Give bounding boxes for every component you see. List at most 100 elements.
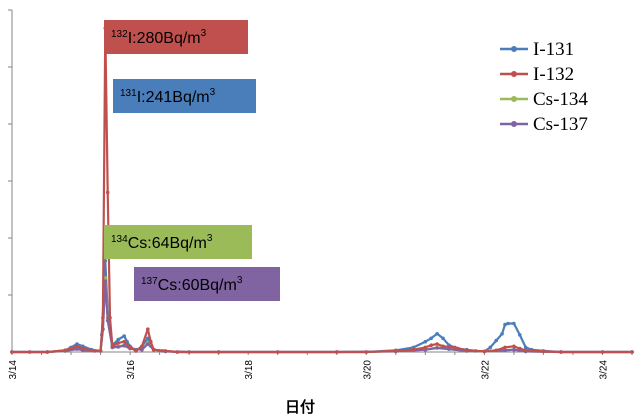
series-layer — [10, 26, 634, 354]
data-point — [482, 349, 487, 354]
legend: I-131 I-132 Cs-134 Cs-137 — [500, 39, 588, 135]
data-point — [128, 345, 132, 350]
annotation-isotope-mass: 137 — [141, 276, 158, 287]
data-point — [45, 350, 50, 354]
data-point — [494, 348, 499, 353]
legend-swatch-marker — [511, 96, 517, 102]
annotation-layer: 132I:280Bq/m3131I:241Bq/m3134Cs:64Bq/m31… — [104, 20, 280, 301]
legend-label: Cs-134 — [533, 89, 588, 110]
data-point — [503, 345, 507, 350]
annotation-isotope-mass: 132 — [111, 29, 128, 40]
annotation-value: I:241Bq/m — [137, 89, 210, 106]
data-point — [435, 346, 439, 350]
annotation-value: Cs:60Bq/m — [158, 277, 237, 294]
data-point — [134, 349, 138, 353]
data-point — [216, 350, 221, 354]
annotation-label: 134Cs:64Bq/m3 — [111, 233, 213, 252]
data-point — [101, 316, 105, 320]
data-point — [559, 350, 563, 354]
data-point — [275, 350, 280, 354]
data-point — [523, 345, 528, 350]
data-point — [10, 350, 14, 354]
data-point — [394, 349, 398, 353]
data-point — [175, 350, 180, 354]
data-point — [146, 342, 150, 346]
annotation-isotope-mass: 134 — [111, 234, 128, 245]
data-point — [81, 346, 85, 351]
data-point — [75, 347, 79, 351]
legend-item-cs-134: Cs-134 — [500, 89, 588, 110]
annotation-box: 134Cs:64Bq/m3 — [104, 225, 252, 259]
data-point — [512, 347, 516, 352]
annotation-box: 131I:241Bq/m3 — [113, 79, 256, 113]
data-point — [108, 316, 112, 320]
x-tick-label: 3/22 — [480, 360, 491, 380]
legend-swatch-marker — [511, 46, 517, 52]
data-point — [110, 344, 115, 349]
data-point — [435, 332, 439, 336]
legend-item-i-132: I-132 — [500, 64, 574, 85]
data-point — [488, 345, 493, 350]
data-point — [429, 343, 434, 348]
data-point — [146, 327, 150, 332]
data-point — [506, 321, 510, 326]
data-point — [423, 339, 428, 344]
data-point — [423, 345, 428, 350]
data-point — [494, 338, 499, 343]
legend-item-cs-137: Cs-137 — [500, 114, 588, 135]
annotation-background — [104, 20, 248, 54]
data-point — [523, 348, 528, 353]
data-point — [630, 350, 634, 354]
data-point — [541, 349, 546, 354]
data-point — [411, 347, 416, 352]
data-point — [92, 349, 97, 353]
data-point — [105, 318, 110, 323]
x-tick-label: 3/14 — [8, 360, 19, 380]
data-point — [512, 321, 516, 326]
data-point — [116, 341, 121, 345]
annotation-box: 132I:280Bq/m3 — [104, 20, 248, 54]
annotation-label: 131I:241Bq/m3 — [120, 87, 216, 106]
annotation-background — [113, 79, 256, 113]
data-point — [447, 347, 451, 351]
data-point — [435, 342, 439, 346]
annotation-background — [104, 225, 252, 259]
legend-label: Cs-137 — [533, 114, 588, 135]
data-point — [140, 347, 144, 352]
data-point — [98, 349, 103, 353]
data-point — [429, 336, 434, 341]
annotation-unit-exponent: 3 — [210, 87, 216, 98]
series-i-132 — [10, 26, 634, 354]
data-point — [116, 345, 121, 349]
x-axis-title: 日付 — [285, 398, 315, 416]
annotation-box: 137Cs:60Bq/m3 — [134, 267, 280, 301]
data-point — [503, 348, 507, 353]
data-point — [149, 339, 153, 344]
data-point — [63, 348, 67, 353]
data-point — [441, 336, 445, 341]
annotation-value: I:280Bq/m — [128, 30, 201, 47]
x-tick-label: 3/20 — [362, 360, 373, 380]
annotation-label: 132I:280Bq/m3 — [111, 28, 207, 47]
data-point — [453, 345, 457, 350]
annotation-unit-exponent: 3 — [237, 275, 243, 286]
legend-item-i-131: I-131 — [500, 39, 574, 60]
data-point — [464, 348, 469, 353]
data-point — [512, 344, 516, 349]
data-point — [518, 346, 522, 351]
data-point — [103, 279, 108, 284]
legend-label: I-131 — [533, 39, 574, 60]
annotation-unit-exponent: 3 — [207, 233, 213, 244]
x-tick-label: 3/24 — [598, 360, 609, 380]
data-point — [122, 339, 126, 344]
data-point — [163, 349, 168, 353]
annotation-unit-exponent: 3 — [201, 28, 207, 39]
data-point — [27, 350, 32, 354]
data-point — [103, 276, 108, 280]
data-point — [105, 190, 110, 195]
annotation-label: 137Cs:60Bq/m3 — [141, 275, 243, 294]
legend-swatch-marker — [511, 71, 517, 77]
data-point — [75, 344, 79, 349]
data-point — [441, 344, 445, 349]
